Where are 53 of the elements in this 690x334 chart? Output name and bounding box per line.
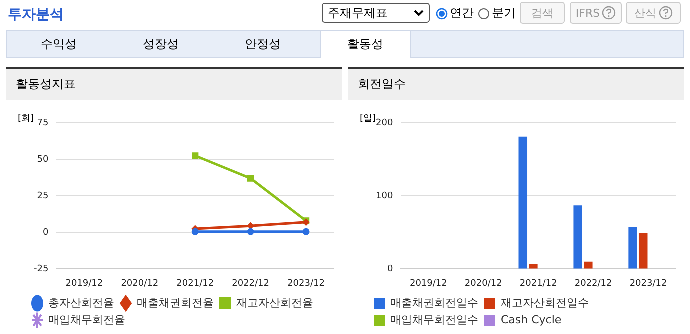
- legend-label: 매입채무회전율: [48, 313, 126, 326]
- x-tick-label: 2022/12: [574, 278, 612, 289]
- y-tick-label: 50: [37, 154, 49, 165]
- y-tick-label: 100: [376, 191, 394, 202]
- x-tick-label: 2020/12: [464, 278, 502, 289]
- point: [192, 228, 199, 236]
- legend-label: 재고자산회전율: [236, 296, 314, 310]
- text: 분기: [492, 5, 516, 22]
- y-tick-label: -25: [34, 264, 49, 275]
- text: 활동성: [320, 30, 411, 58]
- point: [247, 228, 254, 236]
- y-tick-label: 200: [376, 118, 394, 128]
- y-tick-label: 25: [37, 191, 49, 202]
- text: 성장성: [142, 36, 180, 53]
- point: [247, 222, 254, 230]
- x-tick-label: 2023/12: [288, 278, 325, 289]
- bar: [529, 264, 538, 269]
- text: IFRS: [576, 6, 600, 20]
- x-tick-label: 2021/12: [176, 278, 214, 289]
- legend-label: 매출채권회전율: [137, 296, 214, 310]
- legend-label: 매입채무회전일수: [390, 313, 478, 326]
- bar: [584, 262, 593, 269]
- point: [192, 152, 199, 160]
- x-tick-label: 2021/12: [520, 278, 558, 289]
- y-tick-label: 0: [42, 228, 49, 238]
- text: 투자분석: [8, 6, 64, 24]
- y-tick-label: 0: [387, 264, 394, 275]
- legend-label: 매출채권회전일수: [390, 296, 478, 310]
- text: 연간: [450, 5, 474, 22]
- chart-title: 활동성지표: [6, 69, 342, 100]
- legend-label: 재고자산회전일수: [501, 296, 589, 310]
- y-axis-title: [회]: [18, 113, 34, 125]
- x-tick-label: 2022/12: [232, 278, 270, 289]
- text: 안정성: [244, 36, 282, 53]
- point: [302, 228, 310, 236]
- bar: [518, 136, 528, 269]
- text: 산식: [634, 6, 656, 20]
- bar: [574, 206, 582, 269]
- bar: [628, 228, 638, 269]
- legend-label: 총자산회전율: [48, 296, 114, 310]
- x-tick-label: 2020/12: [121, 278, 159, 289]
- legend-label: Cash Cycle: [501, 313, 562, 326]
- x-tick-label: 2019/12: [410, 278, 448, 289]
- chart-title: 회전일수: [348, 69, 684, 100]
- y-tick-label: 75: [37, 118, 49, 128]
- text: 주재무제표: [328, 4, 388, 22]
- x-tick-label: 2019/12: [66, 278, 104, 289]
- text: 수익성: [40, 36, 78, 53]
- y-axis-title: [일]: [360, 113, 376, 125]
- text: 검색: [532, 6, 554, 20]
- bar: [638, 233, 648, 269]
- x-tick-label: 2023/12: [630, 278, 668, 289]
- point: [247, 175, 254, 182]
